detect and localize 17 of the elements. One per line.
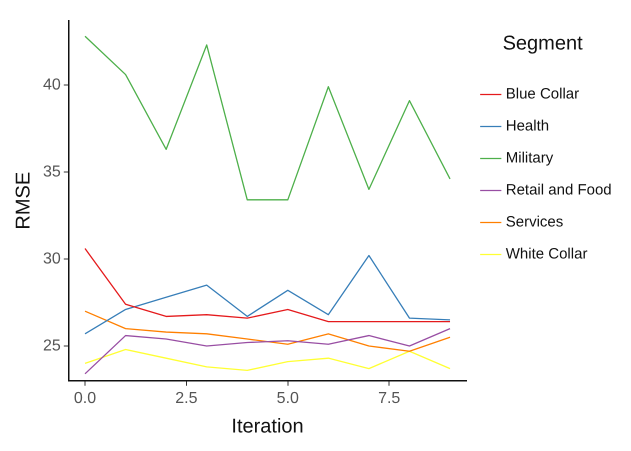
- y-tick-label: 25: [43, 337, 61, 354]
- y-tick-label: 40: [43, 76, 61, 94]
- legend-label: Services: [506, 214, 564, 231]
- x-axis-title: Iteration: [231, 416, 304, 438]
- legend-label: Blue Collar: [506, 86, 580, 103]
- legend-label: Military: [506, 150, 554, 167]
- legend-label: Health: [506, 118, 550, 135]
- x-tick-label: 7.5: [378, 390, 400, 407]
- y-tick-label: 35: [43, 163, 61, 180]
- x-tick-label: 2.5: [175, 390, 198, 407]
- x-tick-label: 5.0: [276, 390, 300, 407]
- y-tick-label: 30: [43, 250, 61, 268]
- y-axis-title: RMSE: [12, 172, 35, 230]
- legend-title: Segment: [502, 32, 584, 55]
- legend-label: Retail and Food: [506, 182, 612, 199]
- x-tick-label: 0.0: [74, 390, 96, 407]
- legend-label: White Collar: [506, 246, 588, 263]
